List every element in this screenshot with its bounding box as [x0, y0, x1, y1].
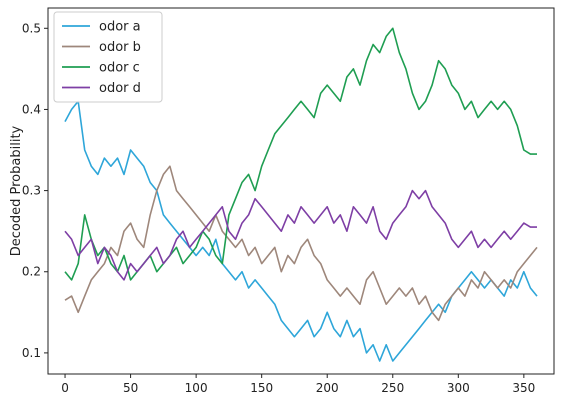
y-tick-label: 0.5	[22, 21, 41, 35]
y-tick-label: 0.3	[22, 184, 41, 198]
x-tick-label: 350	[512, 381, 535, 395]
legend: odor a odor b odor c odor d	[53, 11, 163, 103]
x-tick-label: 200	[316, 381, 339, 395]
series-layer	[64, 27, 538, 362]
legend-box	[53, 11, 163, 103]
x-tick-label: 250	[381, 381, 404, 395]
series-line-odor-a	[64, 100, 538, 362]
series-line-odor-d	[64, 189, 537, 281]
y-axis-title: Decoded Probability	[9, 125, 24, 256]
x-tick-label: 0	[61, 381, 69, 395]
legend-entry-label: odor d	[99, 81, 141, 96]
x-tick-label: 50	[123, 381, 138, 395]
y-axis: 0.1 0.2 0.3 0.4 0.5	[22, 21, 48, 360]
series-line-odor-b	[64, 165, 538, 322]
y-tick-label: 0.4	[22, 102, 41, 116]
y-tick-label: 0.1	[22, 346, 41, 360]
x-tick-label: 150	[250, 381, 273, 395]
legend-entry-label: odor a	[99, 20, 141, 35]
legend-entry-label: odor b	[99, 40, 141, 55]
x-tick-label: 100	[185, 381, 208, 395]
y-tick-label: 0.2	[22, 265, 41, 279]
x-axis: 0 50 100 150 200 250 300 350	[61, 374, 535, 395]
x-tick-label: 300	[447, 381, 470, 395]
legend-entry-label: odor c	[99, 61, 140, 76]
